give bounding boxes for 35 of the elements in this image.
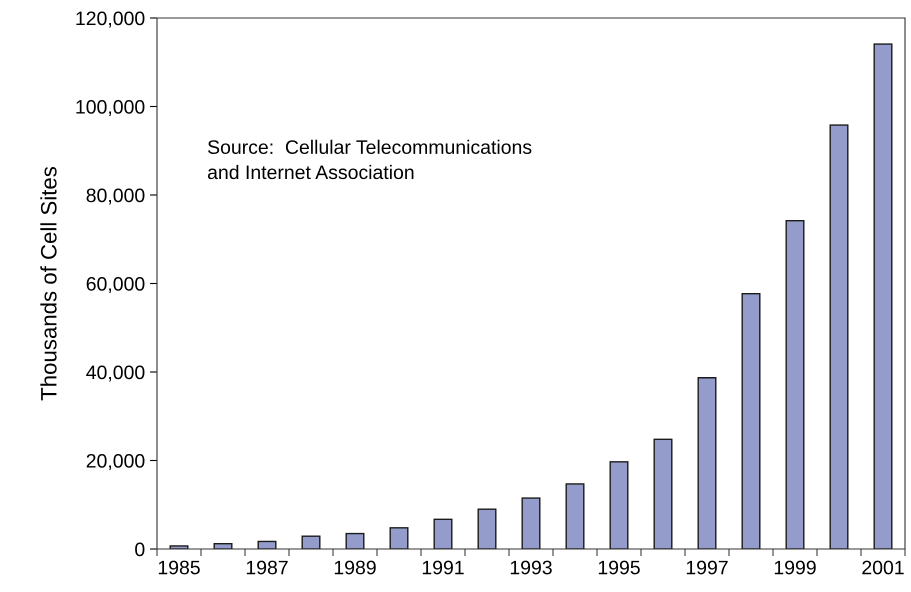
bar (830, 124, 848, 549)
x-tick-label: 2001 (862, 560, 904, 574)
bar (786, 220, 804, 549)
x-tick-label: 1995 (598, 560, 640, 574)
x-tick-label: 1989 (334, 560, 376, 574)
bar (346, 532, 364, 549)
y-axis-title: Thousands of Cell Sites (40, 166, 57, 400)
x-tick-label: 1991 (422, 560, 464, 574)
bar (302, 535, 320, 549)
y-tick-label: 20,000 (86, 454, 144, 470)
x-tick-label: 1985 (158, 560, 200, 574)
y-tick-label: 120,000 (76, 11, 144, 28)
bar (874, 43, 892, 549)
annotation: Source: Cellular Telecommunications and Internet Association (208, 140, 532, 180)
bar (170, 545, 188, 549)
y-tick-label: 0 (135, 542, 144, 556)
y-tick-label: 60,000 (86, 276, 144, 294)
bar (478, 508, 496, 549)
y-tick-label: 80,000 (86, 188, 144, 205)
x-tick-label: 1993 (510, 560, 552, 574)
bar (434, 518, 452, 549)
bar (698, 377, 716, 549)
bar (390, 527, 408, 549)
y-tick-label: 40,000 (86, 365, 144, 382)
y-tick-label: 100,000 (76, 100, 144, 116)
bar (258, 540, 276, 549)
bar (610, 461, 628, 549)
bar (522, 497, 540, 549)
bar (654, 438, 672, 549)
x-tick-label: 1999 (774, 560, 816, 574)
x-tick-label: 1987 (246, 560, 288, 574)
bar (742, 292, 760, 549)
bar (214, 542, 232, 549)
x-tick-label: 1997 (686, 560, 728, 574)
bar (566, 483, 584, 549)
